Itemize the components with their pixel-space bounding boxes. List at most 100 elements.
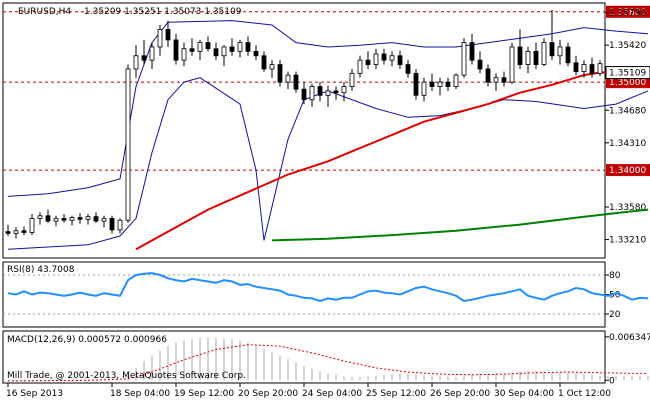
candle-body [101,218,107,222]
time-tick-label: 26 Sep 20:00 [430,389,490,399]
current-price-label: 1.35109 [609,69,646,79]
rsi-line [7,272,649,303]
macd-pane-title: MACD(12,26,9) 0.000572 0.000966 [7,335,167,345]
candle-body [133,55,139,70]
watermark: Mill Trade, @ 2001-2013, MetaQuotes Soft… [7,371,246,381]
candle-body [221,46,227,57]
candle-body [309,86,315,101]
candle-body [69,217,75,221]
ohlc-header: 1.35209 1.35251 1.35073 1.35109 [84,7,242,17]
candle-body [245,42,251,52]
axis-tick-label: 1.33580 [609,203,646,213]
axis-tick-label: 1.34680 [609,106,646,116]
candle-body [437,81,443,87]
candle-body [525,50,531,65]
candle-body [229,46,235,52]
candle-body [317,86,323,96]
candle-body [429,81,435,87]
candle-body [277,64,283,83]
candle-body [333,90,339,94]
time-tick-label: 24 Sep 04:00 [302,389,362,399]
candle-body [397,55,403,65]
axis-tick-label: 0.006347 [609,333,650,343]
axis-tick-label: 50 [609,291,621,301]
candle-body [381,53,387,61]
time-tick-label: 18 Sep 04:00 [110,389,170,399]
candle-body [205,42,211,50]
candle-body [197,42,203,52]
time-tick-label: 1 Oct 12:00 [558,389,611,399]
price-pane: 1.35800 1.35000 1.34000 1.35790 1.35420 1.346… [2,2,650,259]
ma-slow-line [271,208,649,242]
candle-body [533,50,539,65]
candle-body [557,46,563,57]
level-label-box [606,76,650,89]
candle-body [501,77,507,83]
candle-body [5,231,11,234]
candle-body [253,50,259,57]
pane-frame [2,2,606,259]
candle-body [109,218,115,231]
candle-body [389,55,395,61]
candle-body [341,86,347,94]
candle-body [13,230,19,234]
candle-body [541,42,547,65]
candle-body [589,64,595,74]
candle-body [93,216,99,222]
level-label: 1.34000 [609,166,646,176]
candle-body [213,48,219,57]
level-label-box [606,164,650,177]
level-label-box [606,5,650,18]
candle-body [469,42,475,61]
candle-body [373,53,379,65]
bollinger-lower [7,77,649,250]
rsi-pane: 80 50 20 [2,261,649,328]
candle-body [149,46,155,61]
axis-tick-label: 20 [609,310,621,320]
candle-body [549,42,555,57]
time-tick-label: 16 Sep 2013 [6,389,63,399]
time-tick-label: 19 Sep 12:00 [174,389,234,399]
candle-body [21,230,27,233]
candle-body [29,218,35,233]
candle-body [237,42,243,52]
candle-body [597,63,603,74]
axis-tick-label: 1.33210 [609,236,646,246]
candle-body [125,68,131,221]
level-label: 1.35000 [609,78,646,88]
candle-body [365,59,371,65]
candle-body [117,219,123,231]
price-pane-title: EURUSD,H4 [18,7,71,17]
candle-body [445,81,451,87]
candle-body [293,74,299,90]
candle-body [421,81,427,96]
candle-body [189,48,195,52]
axis-tick-label: 0 [609,376,615,386]
candle-body [85,216,91,220]
ma-fast-line [135,70,649,251]
candle-body [181,48,187,61]
candle-body [45,215,51,222]
candle-body [405,64,411,74]
time-tick-label: 30 Sep 04:00 [494,389,554,399]
candle-body [61,218,67,221]
candle-body [453,74,459,87]
candle-body [565,46,571,64]
candle-body [357,59,363,74]
candle-body [493,77,499,83]
current-price-box [605,66,650,80]
level-label: 1.35800 [609,8,646,18]
candle-body [37,215,43,219]
candle-body [509,46,515,83]
candle-body [485,68,491,83]
time-tick-label: 25 Sep 12:00 [366,389,426,399]
candle-body [413,72,419,96]
bollinger-upper [7,20,649,197]
candle-body [77,217,83,220]
candle-body [157,28,163,48]
axis-tick-label: 1.34310 [609,139,646,149]
candle-body [349,72,355,87]
time-axis: 16 Sep 2013 18 Sep 04:00 19 Sep 12:00 20 Se… [6,383,611,399]
